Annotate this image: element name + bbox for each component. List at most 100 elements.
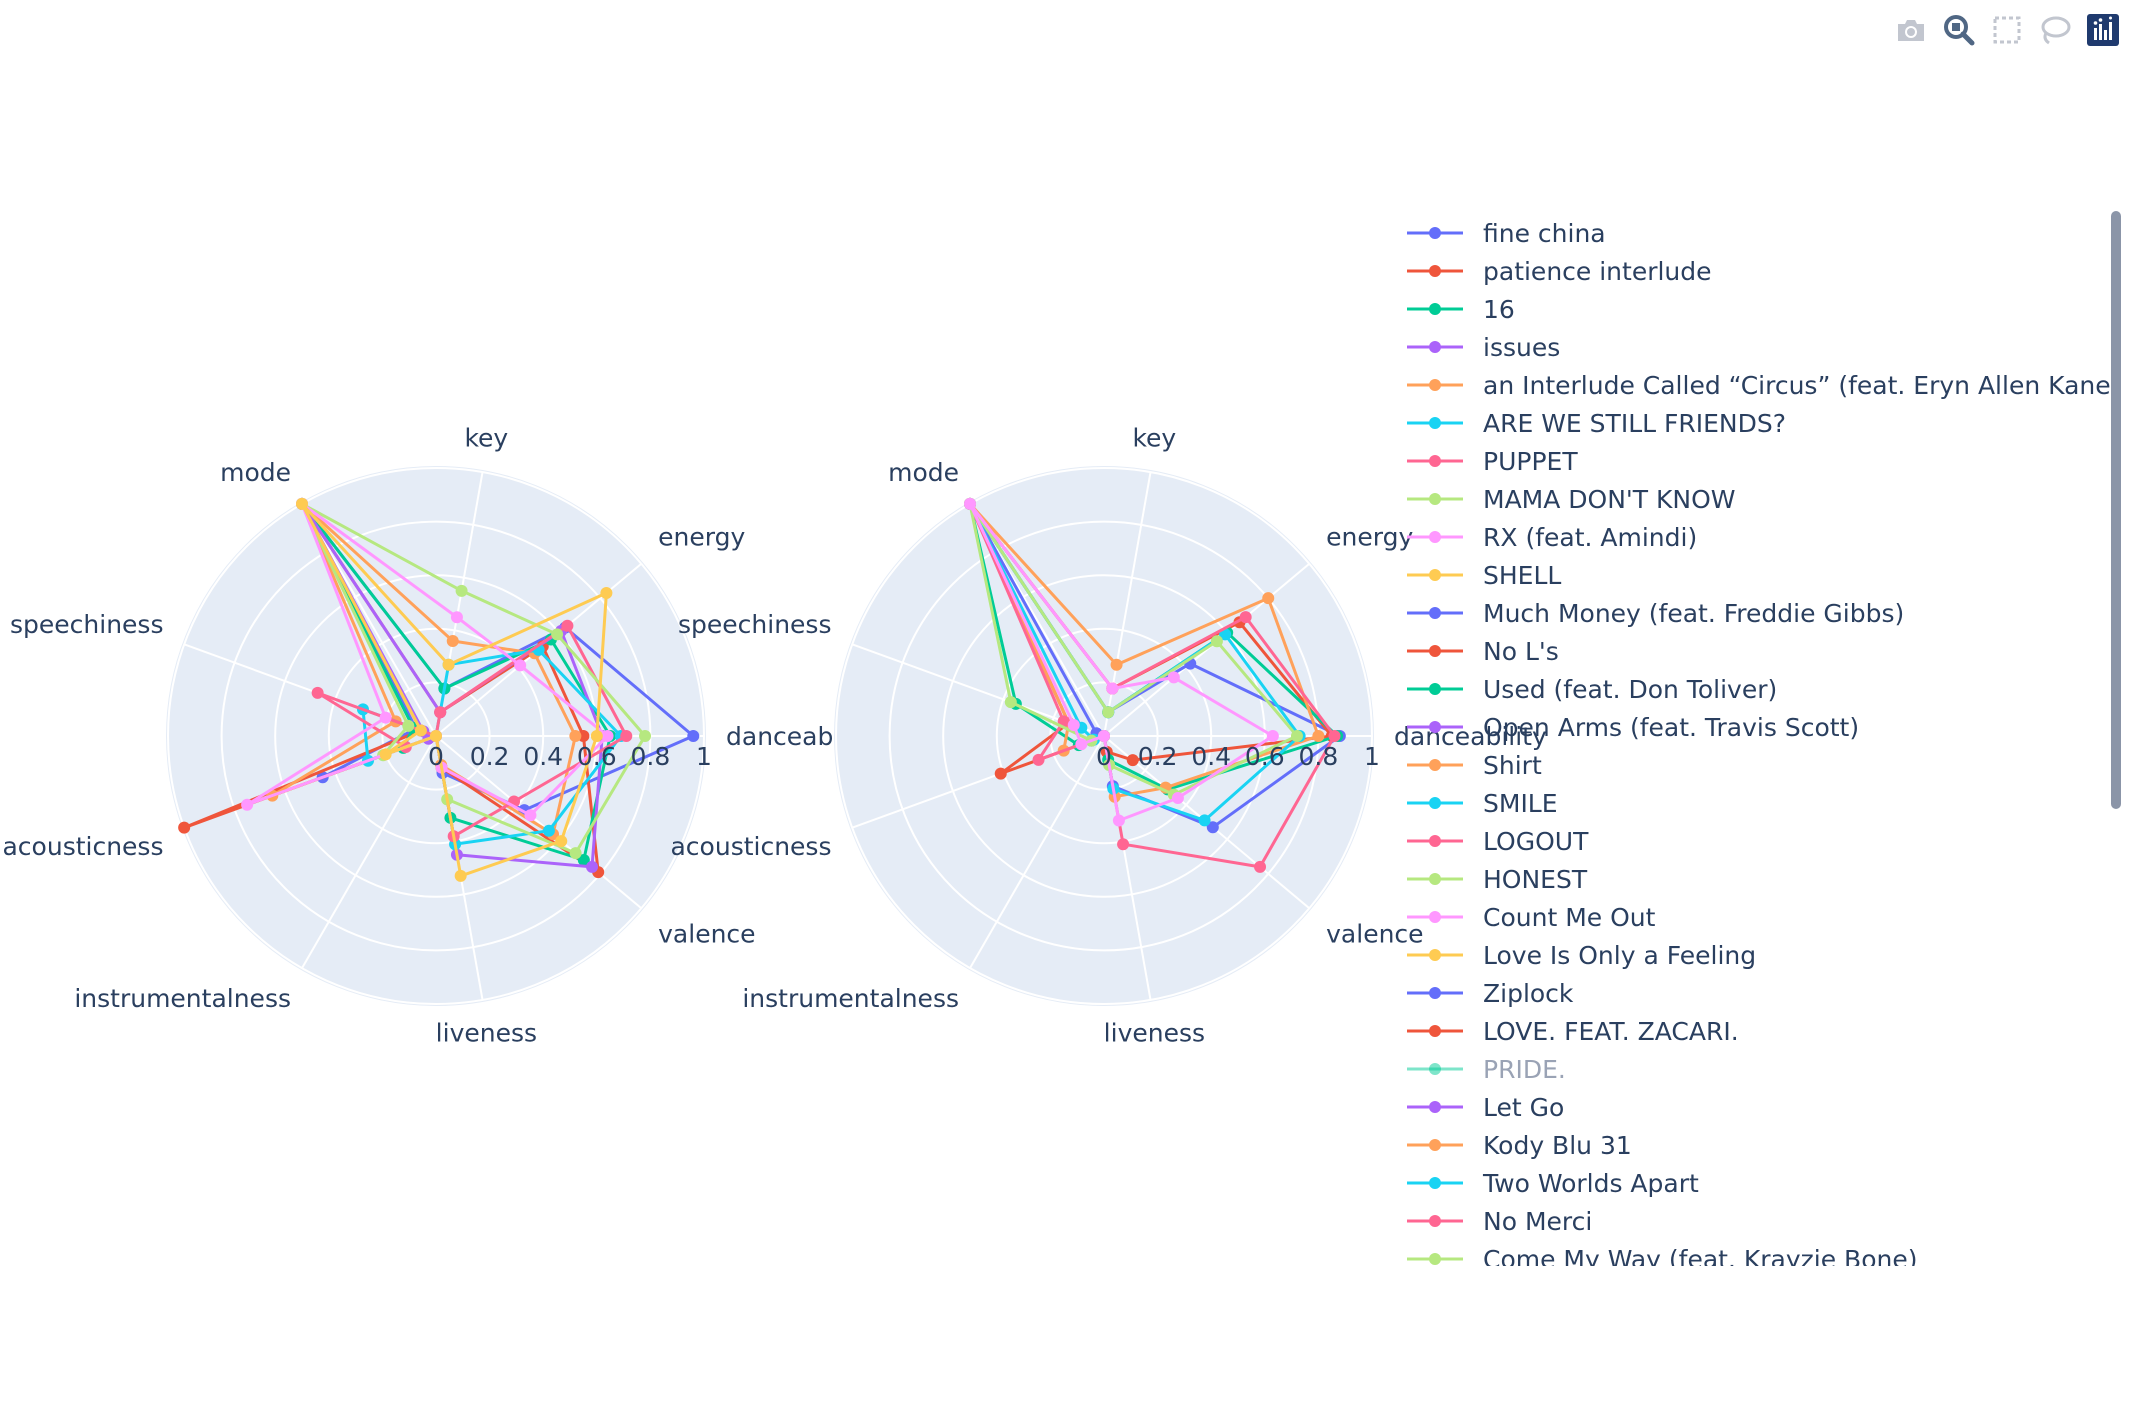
radar-point[interactable] xyxy=(964,497,976,510)
radar-line[interactable] xyxy=(316,624,628,838)
radar-point[interactable] xyxy=(1266,730,1279,742)
box-select-icon[interactable] xyxy=(1990,13,2024,47)
radar-point[interactable] xyxy=(577,854,590,867)
legend-item[interactable]: Ziplock xyxy=(1405,974,1573,1012)
legend-item[interactable]: ARE WE STILL FRIENDS? xyxy=(1405,404,1786,442)
radar-point[interactable] xyxy=(442,658,455,671)
legend-item[interactable]: Much Money (feat. Freddie Gibbs) xyxy=(1405,594,1904,632)
radar-line[interactable] xyxy=(968,502,1299,797)
radar-point[interactable] xyxy=(542,824,555,837)
radar-point[interactable] xyxy=(620,730,633,742)
radar-point[interactable] xyxy=(994,767,1007,780)
legend-scrollbar[interactable] xyxy=(2111,211,2121,809)
plotly-logo-icon[interactable] xyxy=(2086,13,2120,47)
legend-item[interactable]: an Interlude Called “Circus” (feat. Eryn… xyxy=(1405,366,2117,404)
radar-point[interactable] xyxy=(450,611,463,624)
radar-point[interactable] xyxy=(569,847,582,860)
radar-point[interactable] xyxy=(379,748,392,761)
radar-point[interactable] xyxy=(586,860,599,873)
radar-point[interactable] xyxy=(1106,682,1119,695)
radar-point[interactable] xyxy=(1112,814,1125,827)
radar-point[interactable] xyxy=(639,730,652,742)
radar-point[interactable] xyxy=(1032,753,1045,766)
radar-point[interactable] xyxy=(178,821,191,834)
legend-item[interactable]: issues xyxy=(1405,328,1560,366)
legend-item[interactable]: 16 xyxy=(1405,290,1515,328)
radar-point[interactable] xyxy=(600,587,613,600)
legend-item[interactable]: Shirt xyxy=(1405,746,1542,784)
legend-item[interactable]: PRIDE. xyxy=(1405,1050,1566,1088)
radar-point[interactable] xyxy=(1210,635,1223,648)
radar-line[interactable] xyxy=(968,502,1274,822)
radar-point[interactable] xyxy=(1110,658,1123,671)
radar-point[interactable] xyxy=(1206,821,1219,834)
radar-point[interactable] xyxy=(296,497,308,510)
radar-point[interactable] xyxy=(402,719,415,732)
radar-point[interactable] xyxy=(1290,730,1303,742)
legend-item[interactable]: PUPPET xyxy=(1405,442,1578,480)
radar-point[interactable] xyxy=(561,619,574,632)
radar-line[interactable] xyxy=(361,648,623,846)
radar-point[interactable] xyxy=(1067,719,1080,732)
radar-point[interactable] xyxy=(1239,611,1252,624)
radar-chart-left[interactable]: 0 0.2 0.4 0.6 0.8 1danceabilityenergykeymodes… xyxy=(2,423,878,1047)
radar-line[interactable] xyxy=(968,502,1336,869)
legend-item[interactable]: patience interlude xyxy=(1405,252,1712,290)
radar-line[interactable] xyxy=(300,502,608,878)
radar-point[interactable] xyxy=(514,659,527,672)
radar-point[interactable] xyxy=(430,730,442,742)
radar-line[interactable] xyxy=(245,502,609,817)
legend-item[interactable]: No Merci xyxy=(1405,1202,1592,1240)
legend-item[interactable]: fine china xyxy=(1405,214,1606,252)
lasso-select-icon[interactable] xyxy=(2038,13,2072,47)
legend-item[interactable]: Let Go xyxy=(1405,1088,1564,1126)
radar-point[interactable] xyxy=(1126,754,1139,767)
radar-point[interactable] xyxy=(414,724,427,737)
radar-point[interactable] xyxy=(1167,671,1180,684)
radar-point[interactable] xyxy=(454,869,467,882)
legend-item[interactable]: RX (feat. Amindi) xyxy=(1405,518,1697,556)
radar-point[interactable] xyxy=(1102,706,1115,719)
radar-line[interactable] xyxy=(270,502,577,836)
radar-point[interactable] xyxy=(1312,730,1325,742)
radar-point[interactable] xyxy=(687,730,700,742)
radar-point[interactable] xyxy=(1004,696,1017,709)
legend-item[interactable]: Kody Blu 31 xyxy=(1405,1126,1632,1164)
radar-point[interactable] xyxy=(1328,730,1341,742)
radar-point[interactable] xyxy=(1075,738,1088,751)
legend-item[interactable]: MAMA DON'T KNOW xyxy=(1405,480,1736,518)
legend-item[interactable]: LOGOUT xyxy=(1405,822,1588,860)
legend-item[interactable]: LOVE. FEAT. ZACARI. xyxy=(1405,1012,1739,1050)
legend-item[interactable]: No L's xyxy=(1405,632,1559,670)
radar-point[interactable] xyxy=(1171,792,1184,805)
legend-item[interactable]: Count Me Out xyxy=(1405,898,1655,936)
legend-item[interactable]: Open Arms (feat. Travis Scott) xyxy=(1405,708,1859,746)
legend-item[interactable]: SMILE xyxy=(1405,784,1558,822)
radar-point[interactable] xyxy=(1198,814,1211,827)
radar-point[interactable] xyxy=(1098,730,1110,742)
radar-point[interactable] xyxy=(569,730,582,742)
radar-point[interactable] xyxy=(590,730,603,742)
legend-item[interactable]: Come My Way (feat. Krayzie Bone) xyxy=(1405,1240,1918,1266)
radar-point[interactable] xyxy=(555,835,568,848)
radar-line[interactable] xyxy=(300,502,647,855)
legend-item[interactable]: Two Worlds Apart xyxy=(1405,1164,1699,1202)
radar-point[interactable] xyxy=(1254,860,1267,873)
radar-chart-right[interactable]: 0 0.2 0.4 0.6 0.8 1danceabilityenergykeymodes… xyxy=(670,423,1546,1047)
radar-point[interactable] xyxy=(446,634,459,647)
radar-point[interactable] xyxy=(434,706,447,719)
radar-point[interactable] xyxy=(455,584,468,597)
camera-icon[interactable] xyxy=(1894,13,1928,47)
legend-item[interactable]: Used (feat. Don Toliver) xyxy=(1405,670,1777,708)
legend-item[interactable]: SHELL xyxy=(1405,556,1561,594)
radar-line[interactable] xyxy=(968,502,1320,799)
radar-point[interactable] xyxy=(379,711,392,724)
radar-series[interactable] xyxy=(296,497,613,882)
radar-point[interactable] xyxy=(551,628,564,641)
radar-point[interactable] xyxy=(311,686,324,699)
zoom-icon[interactable] xyxy=(1942,13,1976,47)
radar-point[interactable] xyxy=(1262,592,1275,605)
radar-series[interactable] xyxy=(964,497,1279,827)
legend-item[interactable]: Love Is Only a Feeling xyxy=(1405,936,1756,974)
radar-point[interactable] xyxy=(601,730,614,742)
